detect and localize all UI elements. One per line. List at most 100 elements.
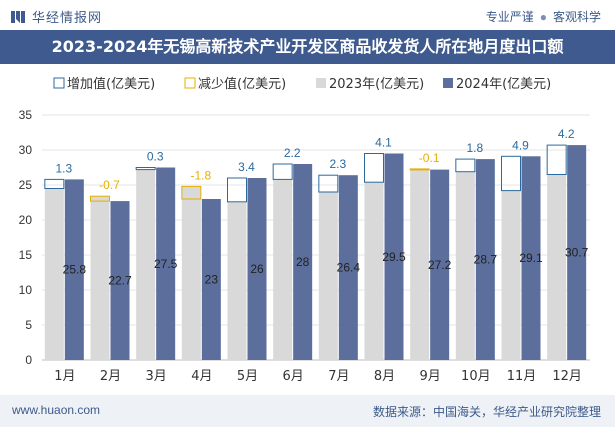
x-tick-label: 5月	[237, 369, 258, 384]
change-label: -0.7	[99, 178, 120, 192]
bar-2024	[567, 145, 587, 360]
bar-2024-value-label: 27.5	[154, 257, 178, 271]
footer-website[interactable]: www.huaon.com	[12, 403, 101, 417]
bar-2024	[338, 175, 358, 360]
change-decrease-box	[409, 168, 430, 171]
change-increase-box	[44, 178, 65, 190]
bar-2024	[201, 199, 221, 360]
tagline-2: 客观科学	[552, 10, 601, 24]
change-label: 2.2	[284, 146, 301, 160]
bar-2024-value-label: 30.7	[565, 246, 589, 260]
footer-source: 数据来源：中国海关，华经产业研究院整理	[372, 405, 601, 419]
change-increase-box	[227, 177, 247, 203]
bar-2024-value-label: 29.1	[519, 251, 543, 265]
bar-2023	[181, 186, 201, 360]
change-label: 4.1	[375, 136, 392, 150]
chart-title: 2023-2024年无锡高新技术产业开发区商品收发货人所在地月度出口额	[51, 37, 564, 56]
change-label: 3.4	[238, 160, 255, 174]
legend-label: 2024年(亿美元)	[456, 77, 551, 92]
change-label: -0.1	[419, 151, 440, 165]
change-increase-box	[318, 174, 339, 193]
change-increase-box	[272, 163, 293, 180]
x-tick-label: 1月	[54, 369, 75, 384]
x-tick-label: 12月	[552, 369, 582, 384]
bar-2024-value-label: 29.5	[382, 250, 406, 264]
bar-2024	[384, 153, 404, 360]
y-tick-label: 35	[19, 108, 33, 122]
bar-2024	[293, 164, 313, 360]
legend-label: 2023年(亿美元)	[329, 77, 424, 92]
y-tick-label: 30	[19, 143, 33, 157]
y-tick-label: 20	[19, 213, 33, 227]
change-decrease-box	[90, 195, 110, 202]
bar-2023	[364, 182, 384, 360]
bar-2024	[521, 156, 541, 360]
x-tick-label: 2月	[100, 369, 121, 384]
legend-label: 减少值(亿美元)	[198, 76, 286, 92]
y-tick-label: 10	[19, 283, 33, 297]
x-tick-label: 6月	[283, 369, 304, 384]
bar-2024	[475, 159, 495, 360]
bar-2024	[64, 179, 84, 360]
bar-2024-value-label: 23	[205, 273, 219, 287]
bar-2024	[247, 178, 267, 360]
x-tick-label: 7月	[328, 369, 349, 384]
brand-logo[interactable]: 华经情报网	[10, 7, 102, 26]
bar-2023	[227, 201, 247, 360]
bar-2024-value-label: 27.2	[428, 258, 452, 272]
legend-increase-swatch	[53, 77, 65, 89]
bar-2023	[273, 179, 293, 360]
bar-2024-value-label: 26	[250, 262, 264, 276]
bar-2023	[410, 168, 430, 360]
y-tick-label: 0	[25, 353, 32, 367]
x-tick-label: 11月	[507, 369, 537, 384]
x-tick-label: 4月	[191, 369, 212, 384]
change-label: 1.8	[466, 141, 483, 155]
change-increase-box	[135, 167, 156, 171]
title-bar: 2023-2024年无锡高新技术产业开发区商品收发货人所在地月度出口额	[0, 30, 615, 64]
y-tick-label: 25	[19, 178, 33, 192]
tagline-separator-icon: ●	[539, 10, 547, 24]
legend-label: 增加值(亿美元)	[67, 76, 155, 92]
bar-2024	[430, 169, 450, 360]
y-tick-label: 5	[25, 318, 32, 332]
x-tick-label: 8月	[374, 369, 395, 384]
bar-2024-value-label: 22.7	[108, 274, 132, 288]
change-label: -1.8	[190, 168, 211, 182]
logo-mark-icon	[10, 9, 26, 25]
y-tick-label: 15	[19, 248, 33, 262]
top-bar: 华经情报网 专业严谨 ● 客观科学	[0, 0, 615, 30]
change-increase-box	[546, 144, 567, 175]
x-tick-label: 9月	[420, 369, 441, 384]
bar-2023	[547, 174, 567, 360]
change-label: 4.2	[558, 127, 575, 141]
bar-2023	[136, 169, 156, 360]
bar-2024	[156, 167, 176, 360]
bar-2023	[455, 171, 475, 360]
footer: www.huaon.com 数据来源：中国海关，华经产业研究院整理	[0, 395, 615, 427]
x-tick-label: 10月	[461, 369, 491, 384]
bar-2023	[90, 196, 110, 360]
bar-2024-value-label: 28	[296, 255, 310, 269]
x-tick-label: 3月	[146, 369, 167, 384]
bar-2024	[110, 201, 130, 360]
change-increase-box	[501, 155, 521, 192]
bar-chart: 0 5 10 15 20 25 30 35 增加值(亿美元) 减少值(亿美元) 2023年(亿美元)…	[19, 76, 590, 384]
change-decrease-box	[181, 185, 202, 200]
change-label: 4.9	[512, 138, 529, 152]
tagline-1: 专业严谨	[485, 10, 534, 24]
change-label: 1.3	[55, 161, 72, 175]
change-increase-box	[364, 153, 384, 183]
change-label: 0.3	[147, 150, 164, 164]
bar-2024-value-label: 25.8	[63, 263, 87, 277]
bar-2023	[501, 190, 521, 360]
logo-text: 华经情报网	[32, 10, 103, 25]
legend-2023-swatch	[316, 78, 326, 88]
bar-2024-value-label: 28.7	[474, 253, 498, 267]
legend-decrease-swatch	[184, 77, 196, 89]
bar-2024-value-label: 26.4	[337, 261, 361, 275]
change-label: 2.3	[329, 157, 346, 171]
tagline: 专业严谨 ● 客观科学	[486, 8, 601, 25]
change-increase-box	[455, 158, 476, 173]
legend-2024-swatch	[443, 78, 453, 88]
